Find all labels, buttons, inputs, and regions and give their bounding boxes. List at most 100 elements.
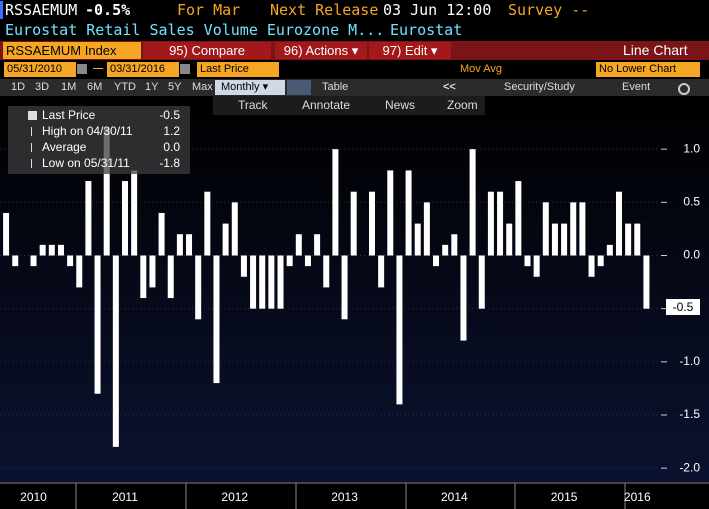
- period-button[interactable]: 1M: [61, 81, 77, 93]
- bar: [515, 181, 522, 256]
- period: For Mar: [177, 1, 241, 19]
- x-tick-label: 2014: [441, 490, 468, 504]
- change: -0.5%: [85, 1, 131, 19]
- period-button[interactable]: 6M: [87, 81, 103, 93]
- toolbar-button[interactable]: 96) Actions ▾: [275, 42, 367, 59]
- bar: [396, 255, 403, 405]
- bar: [615, 191, 622, 256]
- field[interactable]: Last Price: [197, 62, 279, 77]
- legend-icon: [28, 111, 37, 120]
- period-button[interactable]: 1Y: [145, 81, 159, 93]
- bar: [222, 223, 229, 256]
- bar: [39, 244, 46, 256]
- bar: [48, 244, 55, 256]
- bar: [94, 255, 101, 394]
- tool-button[interactable]: News: [385, 98, 416, 112]
- bar: [423, 202, 430, 256]
- bar: [314, 234, 321, 256]
- tool-button[interactable]: Annotate: [302, 98, 351, 112]
- bar: [277, 255, 284, 309]
- bar: [561, 223, 568, 256]
- legend-icon: [31, 127, 32, 136]
- bar: [524, 255, 531, 267]
- bar: [570, 202, 577, 256]
- bar: [433, 255, 440, 267]
- event[interactable]: Event: [622, 81, 651, 93]
- y-tick-label: 0.5: [683, 195, 700, 209]
- bar: [149, 255, 156, 288]
- toolbar-button[interactable]: 97) Edit ▾: [369, 42, 451, 59]
- bar: [195, 255, 202, 320]
- legend-box: [8, 106, 190, 174]
- start-date[interactable]: 05/31/2010: [4, 62, 76, 77]
- year-separators: [75, 483, 626, 509]
- study[interactable]: Mov Avg: [460, 63, 502, 75]
- bar: [204, 191, 211, 256]
- table[interactable]: Table: [322, 81, 349, 93]
- bar: [250, 255, 257, 309]
- bar: [85, 181, 92, 256]
- bar: [3, 212, 10, 256]
- bar: [497, 191, 504, 256]
- tool-button[interactable]: Zoom: [447, 98, 478, 112]
- bar: [588, 255, 595, 277]
- release-date: 03 Jun 12:00: [383, 1, 492, 19]
- legend-icon: [31, 159, 32, 168]
- release-label: Next Release: [270, 1, 379, 19]
- security-field[interactable]: RSSAEMUM Index: [3, 42, 141, 59]
- bar: [295, 234, 302, 256]
- security-study[interactable]: Security/Study: [504, 81, 575, 93]
- toolbar-button[interactable]: 95) Compare: [143, 42, 271, 59]
- bar: [12, 255, 19, 267]
- bar: [30, 255, 37, 267]
- x-tick-label: 2012: [221, 490, 248, 504]
- bar: [350, 191, 357, 256]
- chart-icon[interactable]: [287, 80, 311, 95]
- y-tick-label: -1.5: [679, 407, 700, 421]
- calendar-icon[interactable]: [180, 64, 190, 74]
- legend-label: High on 04/30/11: [42, 124, 133, 138]
- bar: [112, 255, 119, 447]
- dash: [93, 68, 103, 69]
- bar: [67, 255, 74, 267]
- period-button[interactable]: Max: [192, 81, 213, 93]
- bar: [131, 170, 138, 256]
- bar: [121, 181, 128, 256]
- bar: [387, 170, 394, 256]
- x-tick-label: 2015: [551, 490, 578, 504]
- period-button[interactable]: YTD: [114, 81, 136, 93]
- bar: [240, 255, 247, 277]
- legend-value: 0.0: [163, 140, 180, 154]
- period-button[interactable]: 5Y: [168, 81, 182, 93]
- bar: [606, 244, 613, 256]
- bar: [167, 255, 174, 299]
- end-date[interactable]: 03/31/2016: [107, 62, 179, 77]
- period-button[interactable]: 1D: [11, 81, 26, 93]
- bar: [268, 255, 275, 309]
- bar: [341, 255, 348, 320]
- bar: [506, 223, 513, 256]
- frequency[interactable]: Monthly ▾: [215, 80, 285, 95]
- y-tick-label: 1.0: [683, 141, 700, 155]
- survey: Survey --: [508, 1, 590, 19]
- bar: [625, 223, 632, 256]
- tool-button[interactable]: Track: [238, 98, 268, 112]
- legend-label: Last Price: [42, 108, 96, 122]
- bar: [579, 202, 586, 256]
- period-button[interactable]: 3D: [35, 81, 50, 93]
- gear-icon[interactable]: [678, 83, 690, 95]
- source: Eurostat: [390, 21, 463, 39]
- bar: [442, 244, 449, 256]
- bar: [332, 149, 339, 256]
- calendar-icon[interactable]: [77, 64, 87, 74]
- header-bar: [0, 0, 709, 20]
- legend-value: -0.5: [159, 108, 180, 122]
- x-tick-label: 2013: [331, 490, 358, 504]
- lower-chart[interactable]: No Lower Chart: [596, 62, 700, 77]
- bar: [405, 170, 412, 256]
- bar: [368, 191, 375, 256]
- nav[interactable]: <<: [443, 81, 456, 93]
- bar: [542, 202, 549, 256]
- bar: [634, 223, 641, 256]
- chart-type[interactable]: Line Chart: [623, 42, 688, 58]
